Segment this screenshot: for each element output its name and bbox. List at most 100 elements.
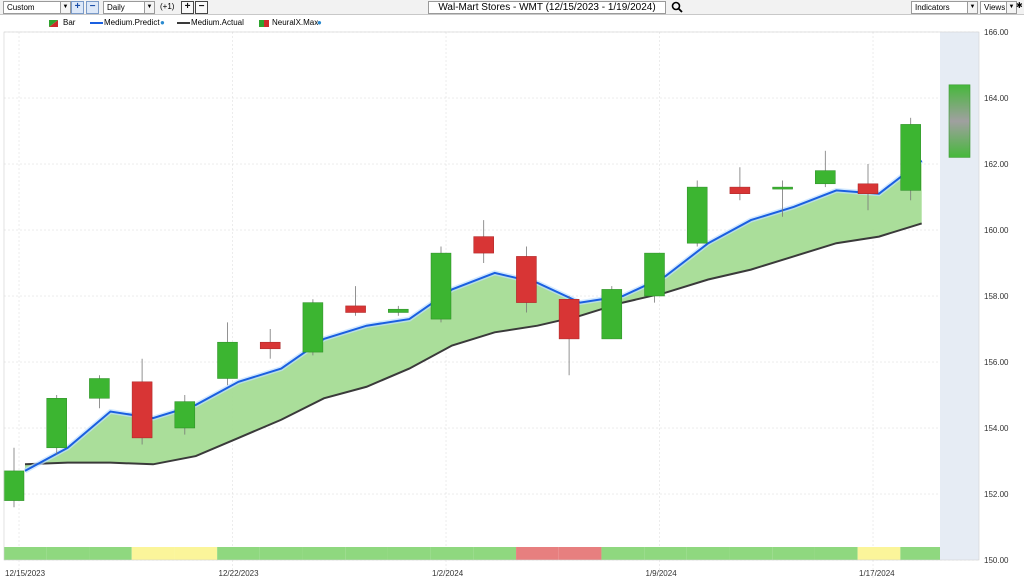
candle-body xyxy=(259,341,281,350)
pin-icon[interactable]: ✱ xyxy=(1016,1,1023,10)
bar-legend-icon xyxy=(49,20,58,27)
x-tick-label: 12/22/2023 xyxy=(219,569,260,578)
candle-body xyxy=(601,289,623,340)
x-axis: 12/15/2023 12/22/2023 1/2/2024 1/9/2024 1/17… xyxy=(5,569,895,578)
indicators-select-value: Indicators xyxy=(915,3,950,12)
signal-band-segment xyxy=(558,547,602,560)
candle-body xyxy=(430,252,452,320)
toolbar: Custom ▼ + − Daily ▼ (+1) + − Wal-Mart S… xyxy=(0,0,1024,15)
signal-band-segment xyxy=(729,547,773,560)
forecast-bar-group xyxy=(948,84,971,158)
candle-body xyxy=(217,341,238,379)
offset-increase-button[interactable]: + xyxy=(181,1,194,14)
medium-predict-legend-icon xyxy=(90,22,103,24)
signal-band-segment xyxy=(900,547,940,560)
search-icon[interactable] xyxy=(671,1,683,13)
minus-icon: − xyxy=(198,1,205,12)
signal-band-segment xyxy=(174,547,218,560)
signal-band-segment xyxy=(772,547,815,560)
candle-body xyxy=(558,299,580,340)
y-tick-label: 156.00 xyxy=(984,358,1009,367)
minus-icon: − xyxy=(89,1,96,12)
indicators-select[interactable]: Indicators ▼ xyxy=(911,1,978,14)
signal-band-segment xyxy=(259,547,303,560)
y-axis: 150.00 152.00 154.00 156.00 158.00 160.00 162.… xyxy=(984,28,1009,565)
candle-body xyxy=(302,302,324,353)
zoom-out-button[interactable]: − xyxy=(86,1,99,14)
signal-band-strip xyxy=(4,547,940,560)
chevron-down-icon: ▼ xyxy=(144,2,154,13)
candle-body xyxy=(89,378,110,399)
plus-icon: + xyxy=(184,1,191,12)
views-select-value: Views xyxy=(984,3,1006,12)
candle-body xyxy=(388,308,409,313)
x-tick-label: 1/2/2024 xyxy=(432,569,464,578)
legend-label-bar: Bar xyxy=(63,18,76,27)
views-select[interactable]: Views ▼ xyxy=(980,1,1017,14)
candlestick-series xyxy=(3,117,921,508)
plus-icon: + xyxy=(74,1,81,12)
legend-dot-icon: ● xyxy=(160,18,165,27)
chart-legend: Bar Medium.Predict ● Medium.Actual Neura… xyxy=(0,17,600,29)
signal-band-segment xyxy=(473,547,517,560)
offset-decrease-button[interactable]: − xyxy=(195,1,208,14)
legend-label-medium-predict: Medium.Predict xyxy=(104,18,160,27)
candle-body xyxy=(174,401,196,429)
indicator-lines xyxy=(23,158,924,474)
interval-select-value: Daily xyxy=(107,3,125,12)
y-tick-label: 166.00 xyxy=(984,28,1009,37)
medium-predict-line xyxy=(24,159,923,472)
candle-body xyxy=(857,183,879,194)
chart-title-field[interactable]: Wal-Mart Stores - WMT (12/15/2023 - 1/19… xyxy=(428,1,666,14)
medium-actual-legend-icon xyxy=(177,22,190,24)
legend-label-neuralx-max: NeuralX.Max xyxy=(272,18,319,27)
interval-select[interactable]: Daily ▼ xyxy=(103,1,155,14)
y-tick-label: 158.00 xyxy=(984,292,1009,301)
signal-band-segment xyxy=(89,547,132,560)
medium-actual-line xyxy=(24,222,922,466)
chevron-down-icon: ▼ xyxy=(1006,2,1016,13)
candle-body xyxy=(345,305,366,313)
candle-body xyxy=(815,170,836,185)
period-select[interactable]: Custom ▼ xyxy=(3,1,71,14)
forecast-bar xyxy=(948,84,971,158)
y-tick-label: 164.00 xyxy=(984,94,1009,103)
candle-body xyxy=(3,470,25,501)
candle-body xyxy=(516,256,537,303)
candle-body xyxy=(772,186,793,190)
candle-body xyxy=(131,381,153,439)
y-tick-label: 160.00 xyxy=(984,226,1009,235)
predict-actual-band xyxy=(25,160,922,471)
candle-body xyxy=(686,186,708,244)
candle-body xyxy=(473,236,494,254)
signal-band-segment xyxy=(686,547,730,560)
signal-band-segment xyxy=(857,547,901,560)
candle-body xyxy=(729,186,751,194)
candle-body xyxy=(900,124,921,191)
neuralx-max-legend-icon xyxy=(259,20,269,27)
signal-band-segment xyxy=(387,547,431,560)
offset-label: (+1) xyxy=(160,2,175,11)
chevron-down-icon: ▼ xyxy=(60,2,70,13)
chevron-down-icon: ▼ xyxy=(967,2,977,13)
y-tick-label: 154.00 xyxy=(984,424,1009,433)
signal-band-segment xyxy=(430,547,474,560)
y-tick-label: 150.00 xyxy=(984,556,1009,565)
signal-band-segment xyxy=(516,547,559,560)
x-tick-label: 1/17/2024 xyxy=(859,569,895,578)
x-tick-label: 1/9/2024 xyxy=(646,569,678,578)
candle-body xyxy=(644,252,665,297)
y-tick-label: 152.00 xyxy=(984,490,1009,499)
x-tick-label: 12/15/2023 xyxy=(5,569,46,578)
signal-band-segment xyxy=(814,547,858,560)
signal-band-segment xyxy=(601,547,645,560)
signal-band-segment xyxy=(131,547,175,560)
zoom-in-button[interactable]: + xyxy=(71,1,84,14)
signal-band-segment xyxy=(217,547,260,560)
signal-band-segment xyxy=(302,547,346,560)
plot-frame xyxy=(3,31,980,561)
signal-band-segment xyxy=(4,547,47,560)
legend-label-medium-actual: Medium.Actual xyxy=(191,18,244,27)
chart-title: Wal-Mart Stores - WMT (12/15/2023 - 1/19… xyxy=(438,2,656,13)
